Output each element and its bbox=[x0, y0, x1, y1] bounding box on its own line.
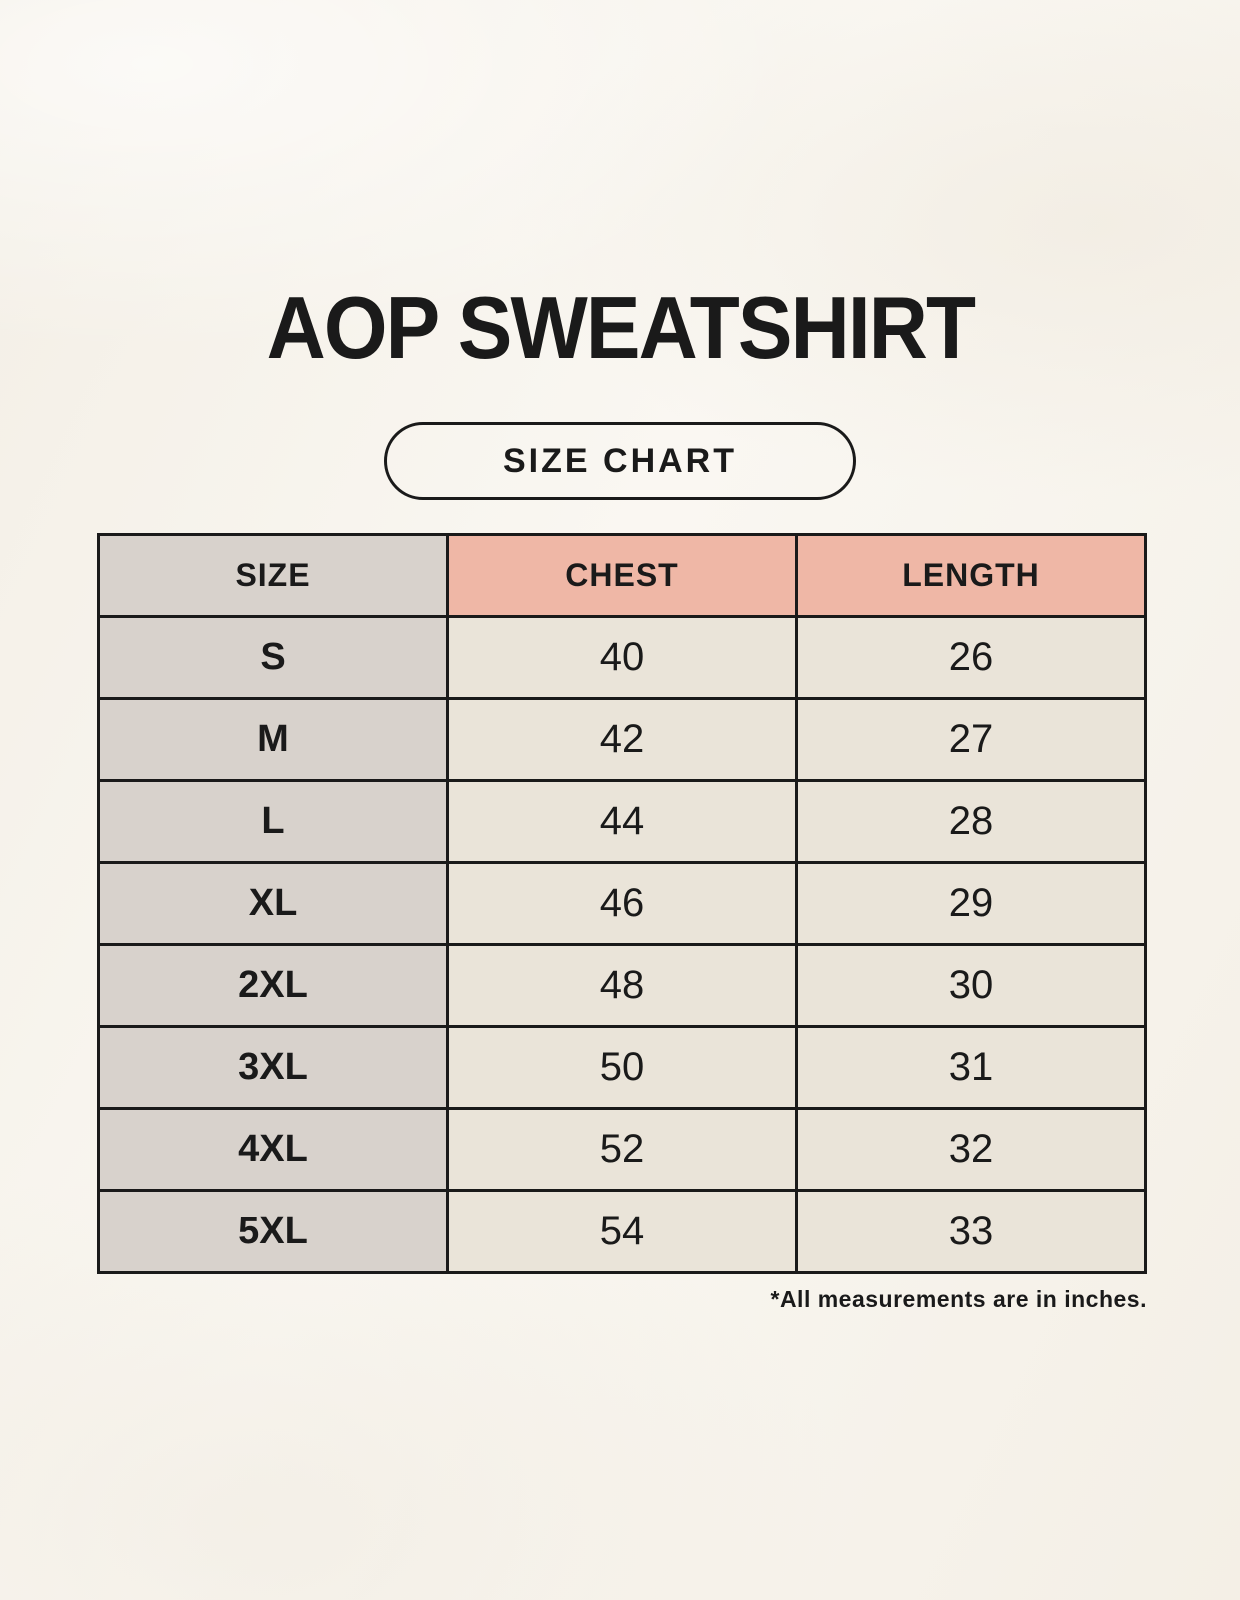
size-chart-badge-label: SIZE CHART bbox=[503, 441, 737, 480]
measure-value: 33 bbox=[795, 1189, 1147, 1274]
measure-value: 42 bbox=[446, 697, 798, 782]
measure-value: 44 bbox=[446, 779, 798, 864]
table-row: M 42 27 bbox=[97, 697, 1147, 782]
size-label: XL bbox=[97, 861, 449, 946]
column-header-length: LENGTH bbox=[795, 533, 1147, 618]
size-table-body: S 40 26 M 42 27 L 44 28 XL 46 29 2XL 48 30 3XL 50 31 4XL 52… bbox=[97, 615, 1147, 1274]
measure-value: 46 bbox=[446, 861, 798, 946]
measure-value: 29 bbox=[795, 861, 1147, 946]
table-row: XL 46 29 bbox=[97, 861, 1147, 946]
size-label: 3XL bbox=[97, 1025, 449, 1110]
size-table-header: SIZE CHEST LENGTH bbox=[97, 533, 1147, 618]
size-label: 4XL bbox=[97, 1107, 449, 1192]
size-table: SIZE CHEST LENGTH S 40 26 M 42 27 L 44 28 XL 46 29 2XL… bbox=[97, 533, 1147, 1274]
table-row: 5XL 54 33 bbox=[97, 1189, 1147, 1274]
size-label: M bbox=[97, 697, 449, 782]
measure-value: 30 bbox=[795, 943, 1147, 1028]
measure-value: 48 bbox=[446, 943, 798, 1028]
table-row: 3XL 50 31 bbox=[97, 1025, 1147, 1110]
size-label: L bbox=[97, 779, 449, 864]
table-row: 4XL 52 32 bbox=[97, 1107, 1147, 1192]
measure-value: 27 bbox=[795, 697, 1147, 782]
size-chart-badge: SIZE CHART bbox=[384, 422, 856, 500]
measure-value: 28 bbox=[795, 779, 1147, 864]
measure-value: 54 bbox=[446, 1189, 798, 1274]
measurements-footnote: *All measurements are in inches. bbox=[770, 1286, 1147, 1312]
size-label: 2XL bbox=[97, 943, 449, 1028]
measure-value: 50 bbox=[446, 1025, 798, 1110]
measure-value: 52 bbox=[446, 1107, 798, 1192]
column-header-chest: CHEST bbox=[446, 533, 798, 618]
page-title: AOP SWEATSHIRT bbox=[0, 278, 1240, 377]
measure-value: 31 bbox=[795, 1025, 1147, 1110]
size-label: 5XL bbox=[97, 1189, 449, 1274]
header-row: SIZE CHEST LENGTH bbox=[97, 533, 1147, 618]
table-row: 2XL 48 30 bbox=[97, 943, 1147, 1028]
measure-value: 40 bbox=[446, 615, 798, 700]
page-title-text: AOP SWEATSHIRT bbox=[266, 278, 975, 377]
size-label: S bbox=[97, 615, 449, 700]
column-header-size: SIZE bbox=[97, 533, 449, 618]
table-row: S 40 26 bbox=[97, 615, 1147, 700]
measure-value: 32 bbox=[795, 1107, 1147, 1192]
measure-value: 26 bbox=[795, 615, 1147, 700]
table-row: L 44 28 bbox=[97, 779, 1147, 864]
